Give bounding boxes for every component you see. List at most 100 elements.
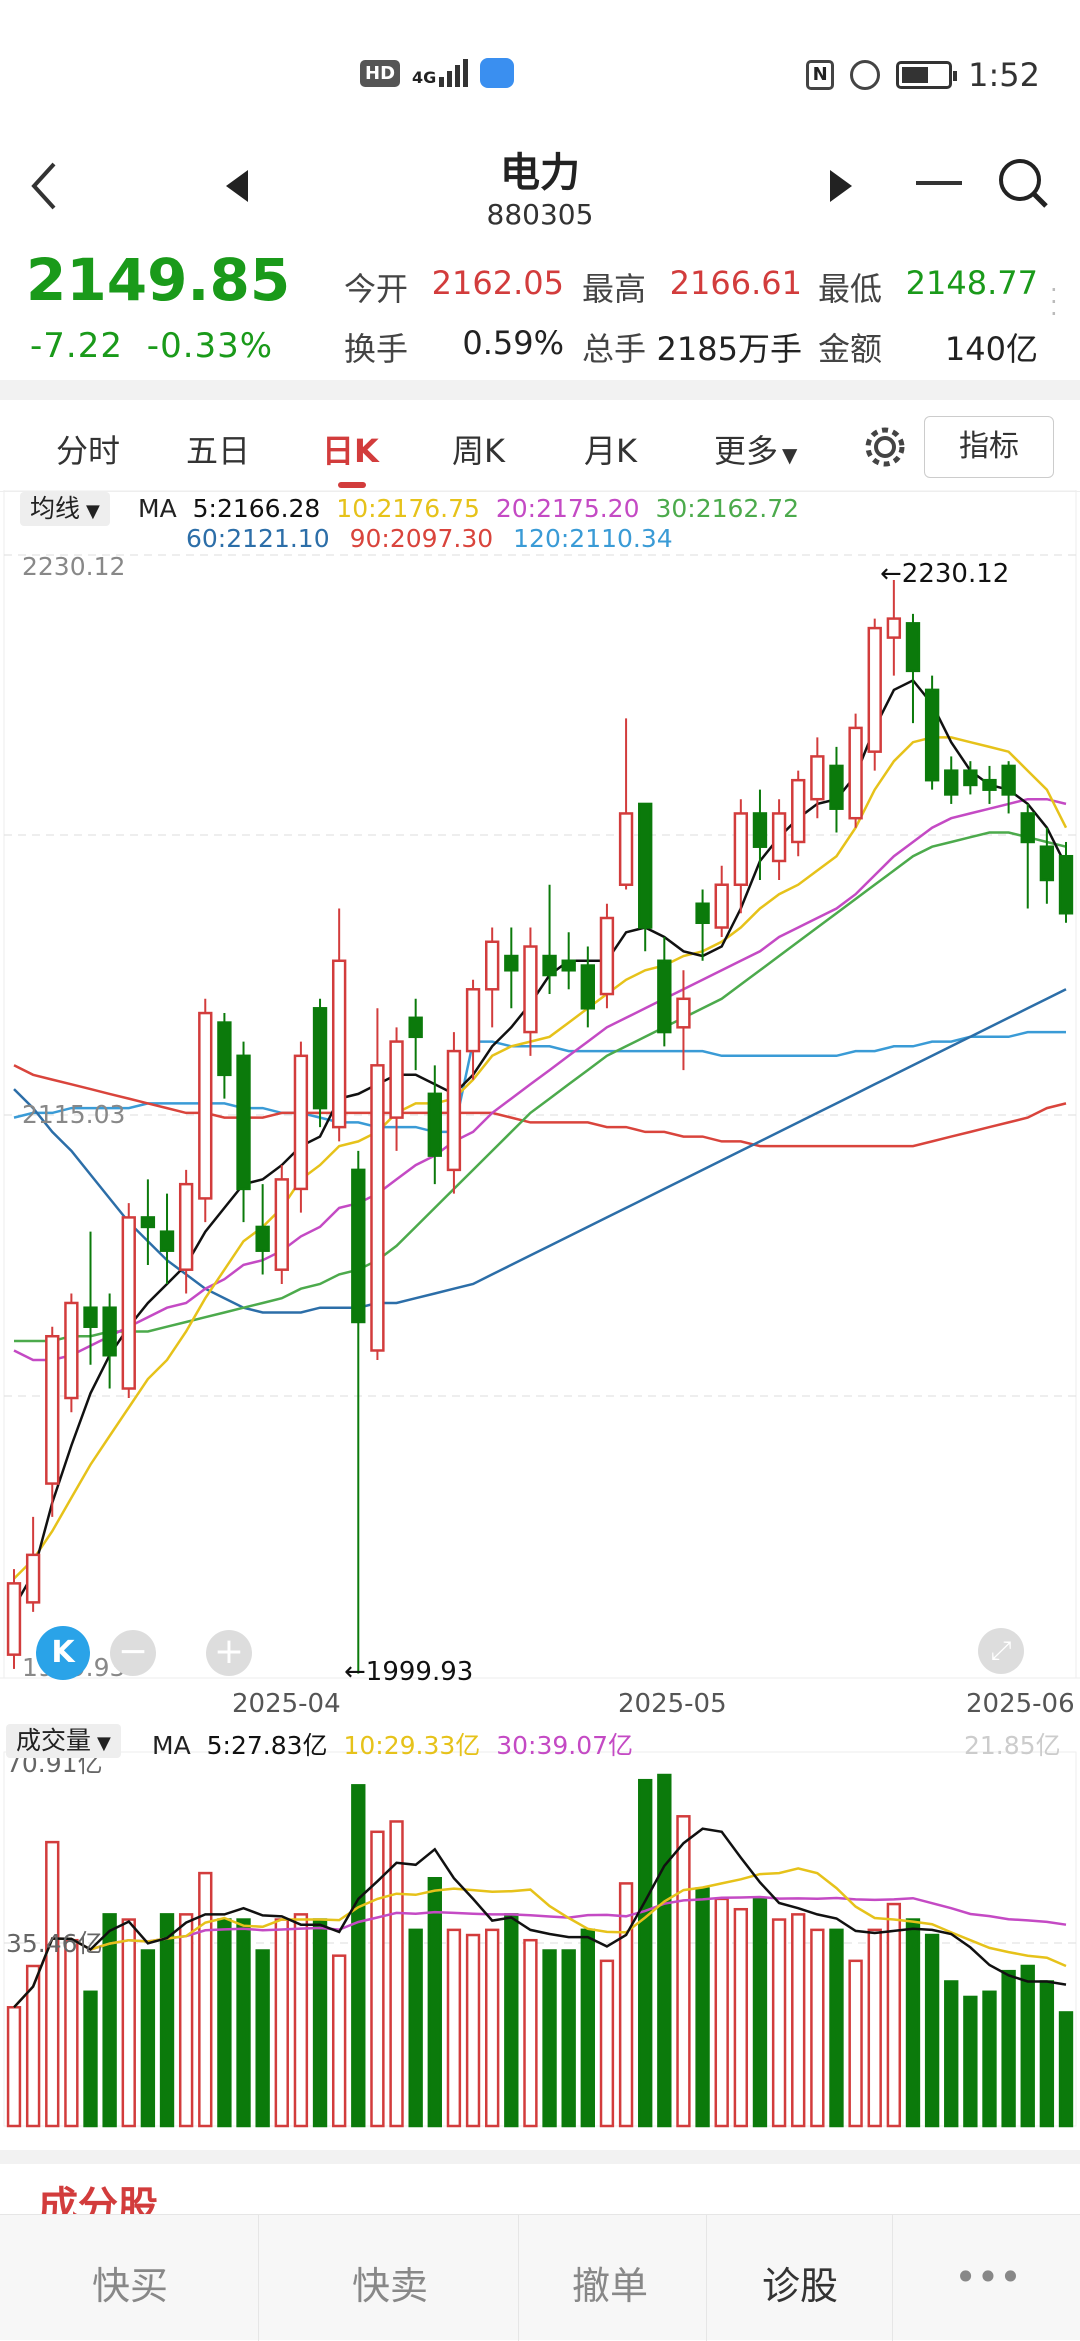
volume-bar-down [657, 1773, 672, 2128]
tab-weekly-k[interactable]: 周K [452, 432, 505, 470]
quick-sell-button[interactable]: 快卖 [351, 2264, 428, 2308]
quick-buy-button[interactable]: 快买 [91, 2264, 168, 2308]
active-tab-indicator [338, 482, 366, 488]
low-value: 2148.77 [905, 264, 1038, 302]
volume-bar-down [561, 1949, 576, 2128]
indicator-button[interactable]: 指标 [924, 416, 1054, 478]
more-dots-icon[interactable]: · · · [1050, 276, 1058, 328]
volume-bar-up [848, 1959, 863, 2128]
candle-up [714, 883, 729, 929]
ma90-value: 90:2097.30 [349, 524, 494, 553]
volume-bar-up [485, 1928, 500, 2128]
date-label: 2025-06 [966, 1689, 1075, 1719]
volume-ma10-line [13, 1867, 1067, 2009]
volume-bar-up [45, 1840, 60, 2128]
candle-up [523, 945, 538, 1034]
tab-more[interactable]: 更多 ▼ [714, 432, 798, 470]
candle-up [618, 812, 634, 886]
candle-down [924, 688, 940, 782]
battery-icon [896, 61, 958, 89]
candle-down [963, 769, 978, 787]
candle-up [446, 1049, 462, 1172]
candle-up [64, 1301, 79, 1400]
volume-bar-down [1058, 2011, 1074, 2128]
quote-panel: 2149.85 -7.22 -0.33% 今开 2162.05 最高 2166.… [0, 240, 1080, 380]
zoom-out-icon[interactable]: − [110, 1630, 156, 1676]
low-marker: ←1999.93 [344, 1657, 473, 1687]
constituents-section: 成分股 [0, 2150, 1080, 2230]
fullscreen-icon[interactable]: ⤢ [978, 1628, 1024, 1674]
candle-down [255, 1225, 270, 1252]
volume-axis-label: 35.46亿 [6, 1929, 103, 1958]
diagnose-stock-button[interactable]: 诊股 [761, 2264, 838, 2308]
candle-down [944, 769, 959, 796]
divider [258, 2215, 259, 2341]
kline-mode-icon[interactable]: K [36, 1626, 90, 1680]
tab-monthly-k[interactable]: 月K [584, 432, 637, 470]
tab-intraday[interactable]: 分时 [56, 432, 121, 470]
minus-icon[interactable] [914, 178, 964, 188]
caret-down-icon: ▼ [86, 501, 100, 522]
nfc-icon: N [806, 60, 835, 90]
ma120-line [13, 1030, 1066, 1134]
ma-selector[interactable]: 均线 ▼ [20, 492, 110, 526]
volume-bar-down [83, 1990, 98, 2128]
turnover-value: 0.59% [462, 324, 564, 362]
kline-chart[interactable]: 2230.122115.031999.93←2230.12←1999.93202… [0, 490, 1080, 2160]
volume-bar-up [293, 1913, 309, 2128]
search-icon[interactable] [996, 156, 1052, 212]
amount-label: 金额 [818, 330, 883, 368]
candle-down [657, 959, 672, 1034]
ma60-value: 60:2121.10 [186, 524, 330, 553]
volume-bar-down [140, 1949, 156, 2128]
volume-selector[interactable]: 成交量 ▼ [6, 1724, 121, 1758]
candle-down [1001, 764, 1016, 796]
alarm-icon [850, 60, 881, 90]
open-value: 2162.05 [431, 264, 564, 302]
volume-bar-down [829, 1928, 844, 2128]
candle-up [810, 755, 825, 801]
volume-bar-up [446, 1928, 462, 2128]
turnover-label: 换手 [344, 330, 409, 368]
candle-down [236, 1054, 251, 1191]
divider [518, 2215, 519, 2341]
volume-bar-up [771, 1918, 787, 2128]
high-value: 2166.61 [669, 264, 802, 302]
volume-bar-up [64, 1938, 79, 2128]
volume-bar-down [255, 1949, 270, 2128]
tab-daily-k[interactable]: 日K [322, 432, 379, 470]
zoom-in-icon[interactable]: + [206, 1630, 252, 1676]
volume-bars [6, 1773, 1074, 2128]
ma20-value: 20:2175.20 [495, 494, 640, 523]
volume-bar-down [312, 1918, 328, 2128]
date-label: 2025-05 [618, 1689, 727, 1719]
candle-up [274, 1178, 289, 1271]
tab-five-day[interactable]: 五日 [186, 432, 251, 470]
candle-down [638, 802, 653, 929]
volume-bar-up [331, 1954, 347, 2128]
next-stock-icon[interactable] [826, 168, 856, 204]
price-axis-label: 2230.12 [22, 552, 125, 581]
candle-up [599, 916, 615, 996]
volume-bar-up [523, 1938, 538, 2128]
last-price: 2149.85 [26, 246, 291, 314]
price-axis-label: 2115.03 [22, 1100, 125, 1129]
volume-bar-down [159, 1913, 175, 2128]
back-icon[interactable] [24, 158, 64, 214]
candle-down [140, 1216, 156, 1229]
gear-icon[interactable] [862, 424, 908, 470]
candle-down [408, 1016, 423, 1039]
ma10-line [13, 736, 1068, 1580]
candle-down [504, 954, 519, 972]
bottom-toolbar: 快买 快卖 撤单 诊股 ••• [0, 2214, 1080, 2341]
candle-up [771, 812, 787, 863]
volume-right-label: 21.85亿 [964, 1731, 1061, 1760]
more-icon[interactable]: ••• [954, 2255, 1022, 2299]
date-label: 2025-04 [232, 1689, 341, 1719]
cancel-order-button[interactable]: 撤单 [571, 2264, 648, 2308]
candle-up [370, 1064, 385, 1352]
volume-bar-down [924, 1933, 940, 2128]
candle-up [867, 626, 882, 753]
ma10-value: 10:2176.75 [336, 494, 480, 523]
prev-stock-icon[interactable] [222, 168, 252, 204]
